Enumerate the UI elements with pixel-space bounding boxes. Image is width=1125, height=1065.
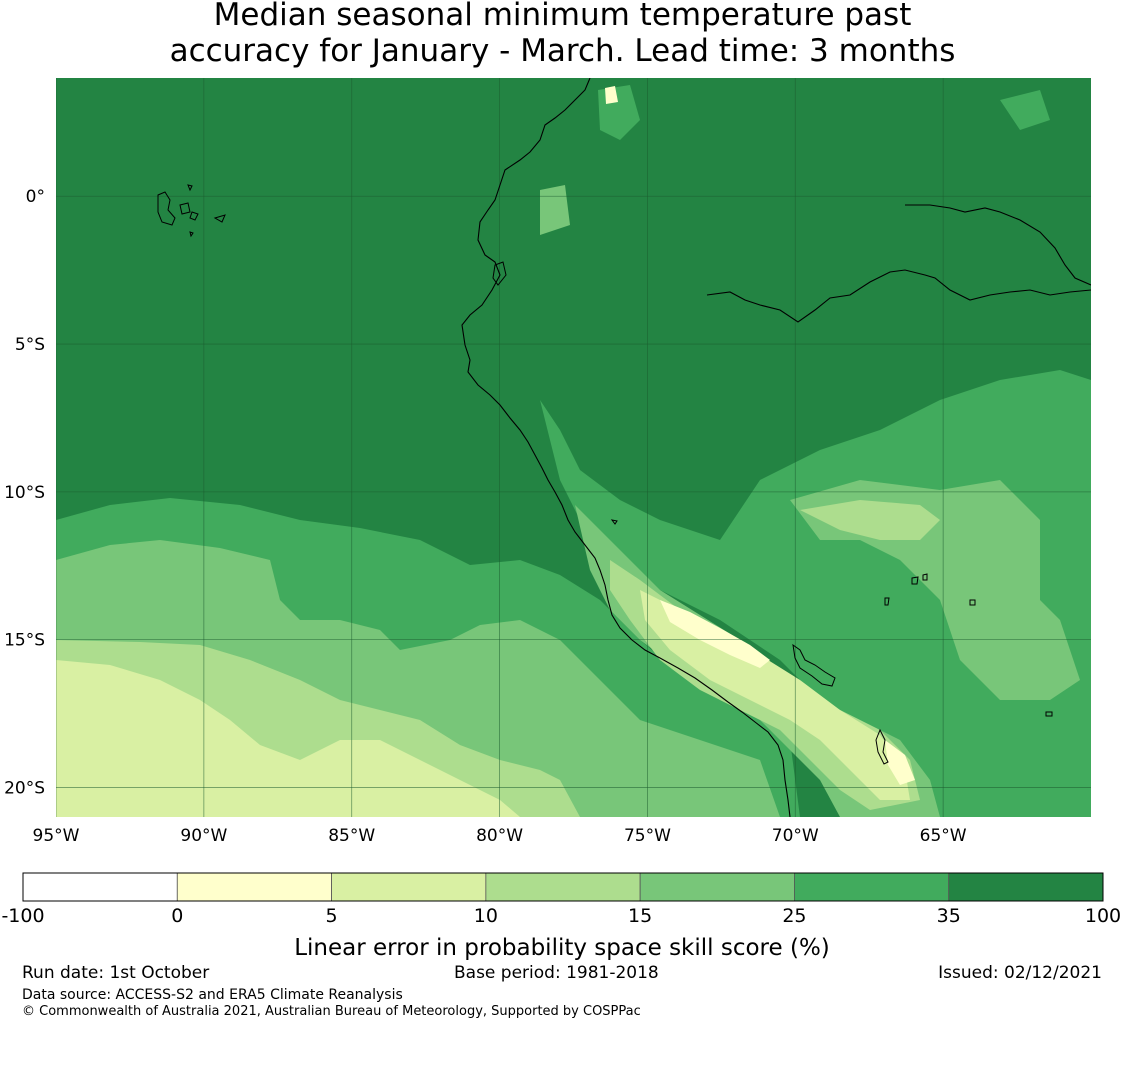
skill-region-25-35-ne bbox=[1000, 90, 1050, 130]
run-date: Run date: 1st October bbox=[22, 963, 210, 983]
colorbar-tick-labels: -100 0 5 10 15 25 35 100 bbox=[1, 905, 1121, 927]
gridlines bbox=[56, 78, 1091, 817]
colorbar-segment bbox=[948, 872, 1104, 902]
colorbar-tick-label: 35 bbox=[937, 905, 961, 927]
skill-region-0-5-south bbox=[885, 740, 915, 785]
colorbar-segment bbox=[639, 872, 795, 902]
lat-tick-label: 5°S bbox=[15, 335, 45, 355]
lon-tick-label: 85°W bbox=[328, 826, 375, 846]
skill-region-10-15-east bbox=[800, 500, 940, 540]
river-north bbox=[905, 204, 1091, 286]
colorbar-tick-label: 5 bbox=[326, 905, 338, 927]
lon-tick-labels: 95°W 90°W 85°W 80°W 75°W 70°W 65°W bbox=[33, 826, 967, 846]
lon-tick-label: 65°W bbox=[920, 826, 967, 846]
copyright: © Commonwealth of Australia 2021, Austra… bbox=[22, 1004, 641, 1019]
colorbar-segment bbox=[485, 872, 641, 902]
map-panel bbox=[56, 78, 1091, 817]
lat-tick-label: 20°S bbox=[4, 778, 45, 798]
skill-region-15-25-north bbox=[540, 185, 570, 235]
colorbar-tick-label: 0 bbox=[171, 905, 183, 927]
lake-poopo bbox=[875, 728, 889, 765]
data-source: Data source: ACCESS-S2 and ERA5 Climate … bbox=[22, 987, 403, 1003]
lat-tick-labels: 0° 5°S 10°S 15°S 20°S bbox=[4, 187, 45, 798]
colorbar-tick-label: -100 bbox=[1, 905, 44, 927]
skill-region-25-35-land-east bbox=[540, 370, 1091, 817]
colorbar-segment bbox=[22, 872, 178, 902]
colorbar-tick-label: 100 bbox=[1085, 905, 1121, 927]
galapagos-islands bbox=[157, 184, 226, 238]
lon-tick-label: 80°W bbox=[476, 826, 523, 846]
skill-region-0-5 bbox=[660, 600, 770, 668]
lon-tick-label: 90°W bbox=[180, 826, 227, 846]
colorbar-tick-label: 25 bbox=[782, 905, 806, 927]
coastline bbox=[461, 78, 791, 817]
lake-titicaca bbox=[792, 643, 836, 687]
colorbar-frame bbox=[22, 872, 1104, 902]
skill-region-5-10-ocean bbox=[56, 660, 520, 817]
colorbar-segment bbox=[331, 872, 487, 902]
small-lakes bbox=[492, 261, 1053, 717]
colorbar-segment bbox=[794, 872, 950, 902]
colorbar-tick-label: 10 bbox=[474, 905, 498, 927]
colorbar-tick-label: 15 bbox=[628, 905, 652, 927]
lon-tick-label: 70°W bbox=[772, 826, 819, 846]
title-line-2: accuracy for January - March. Lead time:… bbox=[169, 33, 956, 69]
base-period: Base period: 1981-2018 bbox=[454, 963, 659, 983]
issued-date: Issued: 02/12/2021 bbox=[938, 963, 1102, 983]
title-line-1: Median seasonal minimum temperature past bbox=[213, 0, 912, 33]
lon-tick-label: 75°W bbox=[624, 826, 671, 846]
lat-tick-label: 0° bbox=[26, 187, 45, 207]
lat-tick-label: 10°S bbox=[4, 483, 45, 503]
map-title: Median seasonal minimum temperature past… bbox=[0, 0, 1125, 69]
lat-tick-label: 15°S bbox=[4, 631, 45, 651]
colorbar-title: Linear error in probability space skill … bbox=[294, 935, 830, 961]
river-south bbox=[706, 269, 1091, 323]
lon-tick-label: 95°W bbox=[33, 826, 80, 846]
colorbar bbox=[22, 872, 1104, 902]
skill-region-0-5-north bbox=[605, 86, 618, 104]
colorbar-segment bbox=[176, 872, 332, 902]
